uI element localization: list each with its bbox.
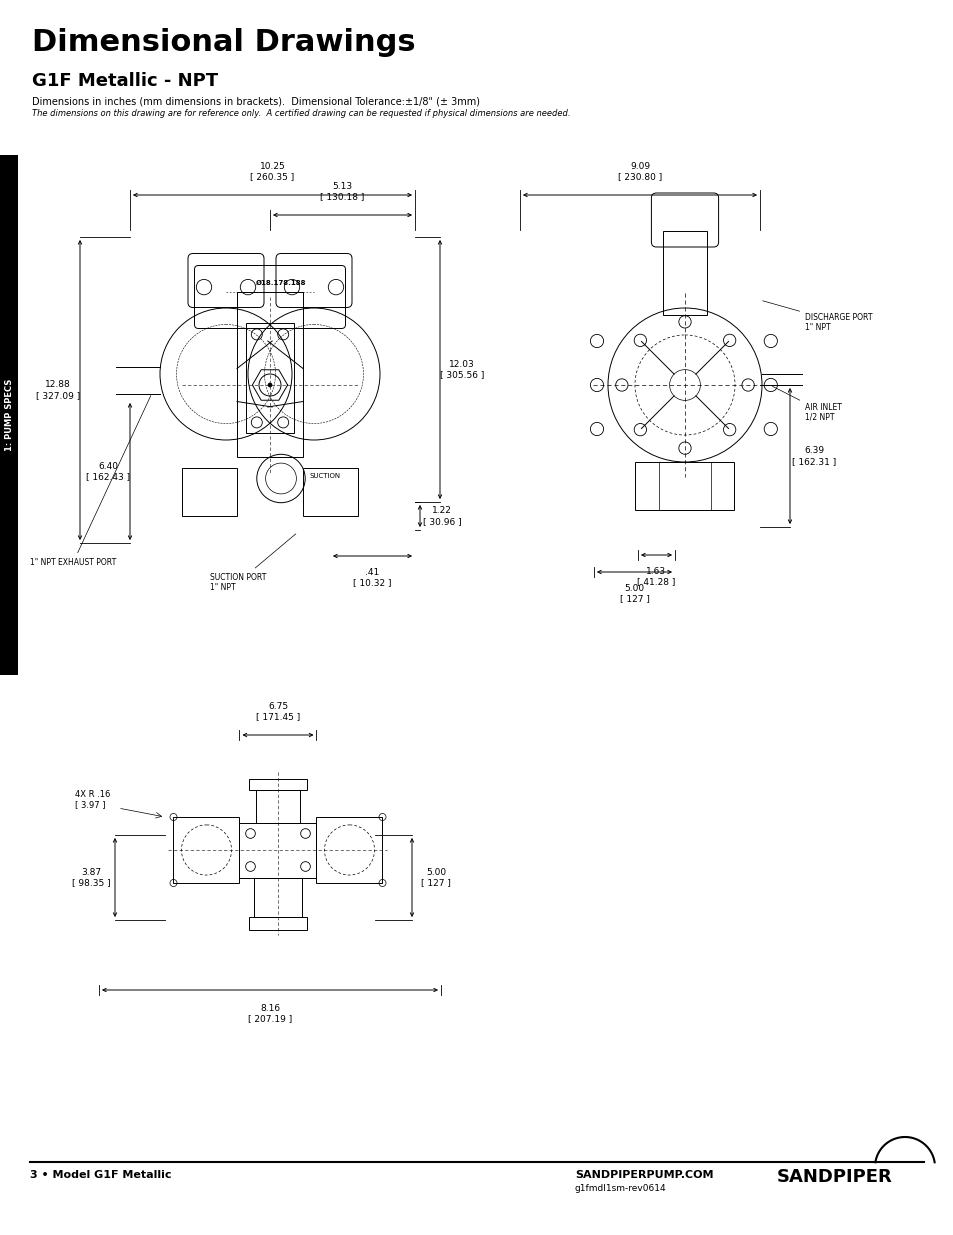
Text: The dimensions on this drawing are for reference only.  A certified drawing can : The dimensions on this drawing are for r… bbox=[32, 109, 570, 119]
Bar bbox=[662, 231, 706, 315]
Text: AIR INLET
1/2 NPT: AIR INLET 1/2 NPT bbox=[772, 387, 841, 422]
Bar bbox=[249, 918, 306, 930]
Text: 1.63
[ 41.28 ]: 1.63 [ 41.28 ] bbox=[637, 567, 675, 587]
Text: 5.00
[ 127 ]: 5.00 [ 127 ] bbox=[618, 584, 649, 604]
Bar bbox=[658, 462, 711, 510]
Text: 3 • Model G1F Metallic: 3 • Model G1F Metallic bbox=[30, 1170, 172, 1179]
Text: G1F Metallic - NPT: G1F Metallic - NPT bbox=[32, 72, 218, 90]
Text: 1: PUMP SPECS: 1: PUMP SPECS bbox=[5, 379, 13, 451]
Text: 12.03
[ 305.56 ]: 12.03 [ 305.56 ] bbox=[439, 359, 484, 379]
Text: 5.00
[ 127 ]: 5.00 [ 127 ] bbox=[420, 868, 451, 887]
Bar bbox=[239, 823, 316, 878]
Bar bbox=[253, 878, 302, 918]
Bar bbox=[0, 156, 18, 676]
Text: 9.09
[ 230.80 ]: 9.09 [ 230.80 ] bbox=[618, 162, 661, 182]
Text: 4X R .16
[ 3.97 ]: 4X R .16 [ 3.97 ] bbox=[75, 790, 111, 809]
Bar bbox=[635, 462, 734, 510]
Bar bbox=[173, 818, 239, 883]
Text: 6.40
[ 162.43 ]: 6.40 [ 162.43 ] bbox=[86, 462, 130, 482]
Text: Dimensions in inches (mm dimensions in brackets).  Dimensional Tolerance:±1/8" (: Dimensions in inches (mm dimensions in b… bbox=[32, 98, 479, 107]
Text: SUCTION: SUCTION bbox=[310, 473, 340, 479]
Text: 5.13
[ 130.18 ]: 5.13 [ 130.18 ] bbox=[320, 182, 364, 201]
Bar bbox=[246, 324, 294, 433]
Bar bbox=[303, 468, 357, 516]
Circle shape bbox=[268, 383, 272, 387]
Bar bbox=[236, 291, 303, 457]
Text: DISCHARGE PORT
1" NPT: DISCHARGE PORT 1" NPT bbox=[761, 301, 872, 332]
Text: 10.25
[ 260.35 ]: 10.25 [ 260.35 ] bbox=[250, 162, 294, 182]
Text: 3.87
[ 98.35 ]: 3.87 [ 98.35 ] bbox=[71, 868, 111, 887]
Text: 1" NPT EXHAUST PORT: 1" NPT EXHAUST PORT bbox=[30, 395, 151, 567]
Text: SANDPIPERPUMP.COM: SANDPIPERPUMP.COM bbox=[575, 1170, 713, 1179]
Text: 12.88
[ 327.09 ]: 12.88 [ 327.09 ] bbox=[36, 380, 80, 400]
Text: 6.39
[ 162.31 ]: 6.39 [ 162.31 ] bbox=[791, 446, 835, 466]
Text: Ø18.178.188: Ø18.178.188 bbox=[255, 279, 306, 285]
Text: 1.22
[ 30.96 ]: 1.22 [ 30.96 ] bbox=[422, 506, 461, 526]
Text: 6.75
[ 171.45 ]: 6.75 [ 171.45 ] bbox=[255, 701, 300, 721]
Text: 8.16
[ 207.19 ]: 8.16 [ 207.19 ] bbox=[248, 1004, 292, 1024]
Text: .41
[ 10.32 ]: .41 [ 10.32 ] bbox=[353, 568, 392, 588]
Text: g1fmdl1sm-rev0614: g1fmdl1sm-rev0614 bbox=[575, 1184, 666, 1193]
Text: SUCTION PORT
1" NPT: SUCTION PORT 1" NPT bbox=[210, 534, 295, 592]
Bar bbox=[255, 789, 299, 823]
Text: SANDPIPER: SANDPIPER bbox=[777, 1168, 892, 1186]
Bar bbox=[316, 818, 382, 883]
Text: Dimensional Drawings: Dimensional Drawings bbox=[32, 28, 416, 57]
Bar bbox=[182, 468, 236, 516]
Bar bbox=[249, 778, 306, 789]
